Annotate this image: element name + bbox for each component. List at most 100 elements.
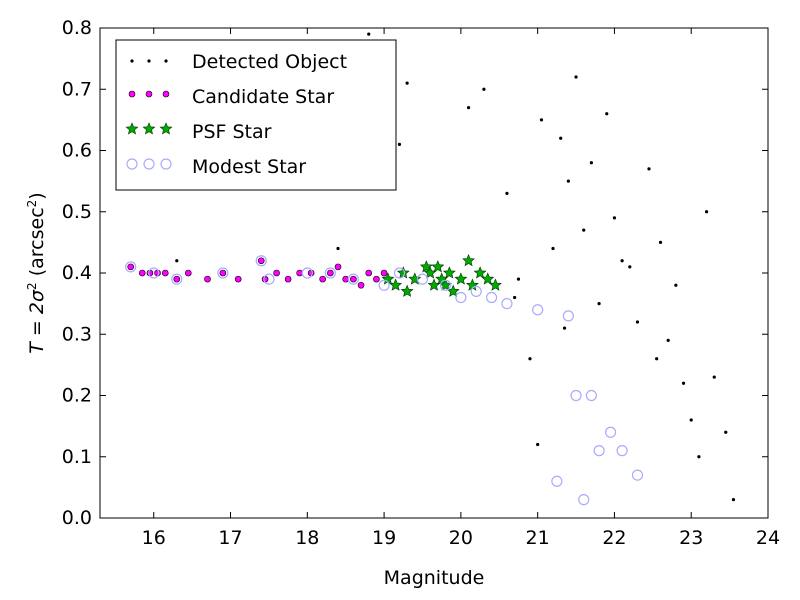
modest-star-point: [631, 469, 644, 481]
candidate-star-point: [334, 263, 342, 271]
detected-object-point: [689, 418, 693, 422]
detected-object-point: [731, 498, 736, 502]
modest-star-point: [562, 310, 574, 322]
modest-star-point: [551, 475, 563, 487]
detected-object-point: [605, 112, 609, 116]
x-tick-label: 20: [449, 527, 473, 549]
candidate-star-point: [365, 269, 373, 277]
detected-object-point: [536, 442, 540, 447]
x-axis-label: Magnitude: [384, 567, 485, 589]
detected-object-point: [559, 136, 563, 140]
modest-star-point: [217, 267, 229, 279]
modest-star-point: [125, 261, 137, 273]
psf-star-point: [488, 278, 502, 291]
detected-object-point: [612, 216, 617, 220]
modest-star-point: [255, 255, 267, 267]
detected-object-point: [516, 277, 521, 281]
x-tick-label: 17: [218, 527, 242, 549]
x-tick-label: 19: [372, 527, 396, 549]
detected-object-point: [597, 302, 601, 306]
candidate-star-point: [373, 275, 380, 283]
detected-object-point: [175, 259, 179, 263]
legend-label-psf-star: PSF Star: [192, 121, 272, 143]
modest-star-point: [416, 273, 429, 285]
legend-marker-psf-star: [125, 122, 139, 135]
modest-star-point: [393, 267, 406, 279]
legend-marker-detected-object: [147, 59, 151, 63]
y-tick-label: 0.3: [62, 323, 92, 345]
candidate-star-point: [173, 275, 181, 283]
legend-label-modest-star: Modest Star: [192, 156, 306, 178]
modest-star-point: [593, 445, 605, 457]
legend-marker-detected-object: [130, 59, 134, 63]
legend-marker-modest-star: [143, 158, 155, 170]
detected-object-point: [712, 375, 716, 379]
data-marks: [125, 32, 736, 506]
detected-object-point: [513, 295, 517, 300]
y-tick-label: 0.4: [62, 262, 92, 284]
detected-object-point: [589, 161, 594, 165]
modest-star-point: [378, 279, 390, 291]
psf-star-point: [400, 284, 414, 297]
legend-marker-candidate-star: [128, 90, 136, 98]
detected-object-point: [681, 381, 686, 385]
detected-object-point: [528, 357, 532, 361]
modest-star-point: [324, 267, 336, 279]
candidate-star-point: [234, 275, 242, 283]
psf-star-point: [431, 260, 445, 273]
modest-star-point: [578, 494, 590, 506]
legend-label-detected-object: Detected Object: [192, 51, 347, 73]
legend-label-candidate-star: Candidate Star: [192, 86, 334, 108]
legend-marker-psf-star: [142, 122, 156, 135]
candidate-star-point: [284, 275, 292, 283]
candidate-star-point: [257, 257, 265, 265]
detected-object-point: [505, 191, 509, 195]
candidate-star-point: [138, 269, 146, 277]
psf-star-point: [481, 272, 495, 285]
y-axis-label-prefix: T = 2: [26, 302, 48, 354]
legend-marker-psf-star: [159, 122, 173, 135]
legend-box: [115, 39, 397, 191]
detected-object-point: [655, 357, 659, 361]
modest-star-point: [585, 389, 598, 402]
x-tick-label: 23: [679, 527, 703, 549]
candidate-star-point: [154, 269, 161, 277]
modest-star-point: [470, 285, 482, 297]
y-tick-label: 0.5: [62, 201, 92, 223]
candidate-star-point: [357, 281, 365, 289]
x-tick-label: 21: [526, 527, 550, 549]
modest-star-point: [570, 389, 582, 402]
modest-star-point: [171, 273, 183, 285]
detected-object-point: [582, 228, 586, 232]
x-tick-label: 22: [602, 527, 626, 549]
y-tick-label: 0.1: [62, 446, 92, 468]
candidate-star-point: [204, 275, 211, 283]
candidate-star-point: [161, 269, 169, 277]
detected-object-point: [551, 246, 555, 251]
y-axis-label-mid: (arcsec: [26, 207, 48, 282]
modest-star-point: [301, 267, 313, 279]
detected-object-point: [466, 106, 471, 110]
detected-object-point: [704, 210, 709, 214]
modest-star-point: [439, 279, 452, 291]
candidate-star-point: [184, 269, 192, 277]
candidate-star-point: [319, 275, 326, 283]
modest-star-point: [347, 273, 359, 285]
detected-object-point: [539, 118, 544, 122]
modest-star-point: [148, 267, 160, 279]
y-tick-label: 0.6: [62, 140, 92, 162]
detected-object-point: [647, 167, 651, 171]
y-tick-label: 0.2: [62, 385, 92, 407]
y-tick-label: 0.0: [62, 507, 92, 529]
legend-marker-candidate-star: [145, 90, 153, 98]
detected-object-point: [482, 87, 486, 91]
candidate-star-point: [350, 275, 357, 283]
detected-object-point: [562, 326, 567, 330]
modest-star-point: [616, 445, 628, 457]
legend-marker-candidate-star: [162, 90, 170, 98]
y-tick-label: 0.8: [62, 17, 92, 39]
y-axis-label-sup2: 2: [25, 200, 39, 208]
candidate-star-point: [219, 269, 227, 277]
detected-object-point: [628, 265, 632, 269]
